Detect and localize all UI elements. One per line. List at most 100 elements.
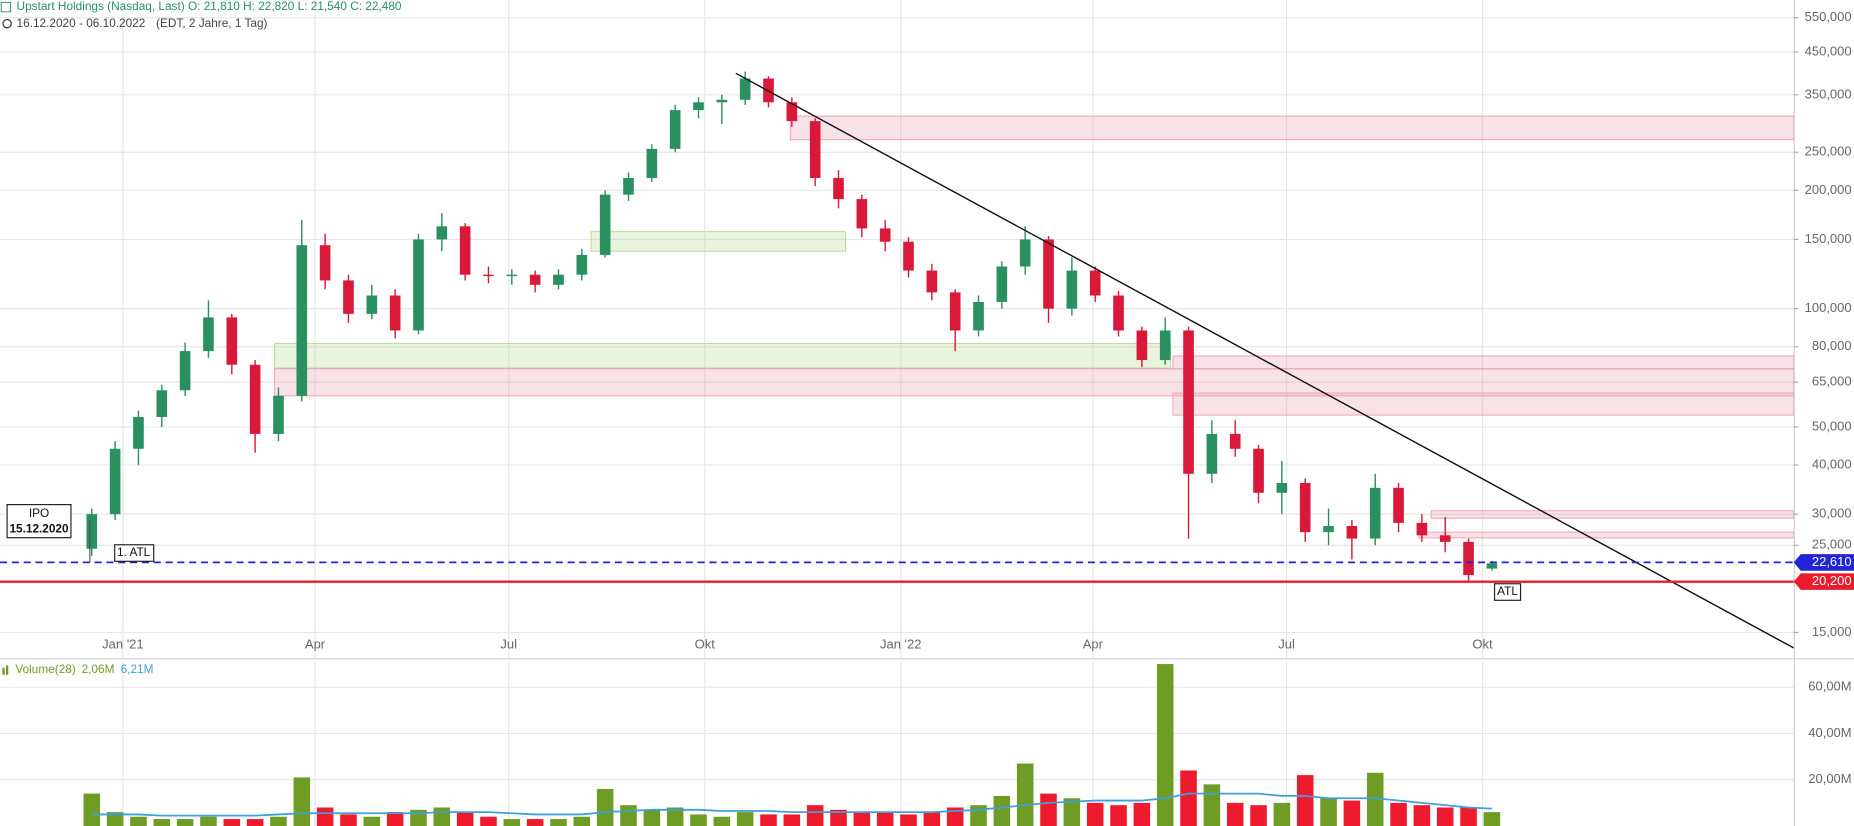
volume-bar	[946, 807, 964, 826]
volume-bar	[433, 807, 451, 826]
y-tick-label: 100,000	[1805, 300, 1852, 315]
y-tick-label: 80,000	[1812, 338, 1852, 353]
volume-bar	[666, 807, 684, 826]
zone	[1172, 355, 1795, 370]
candle-body	[996, 266, 1008, 302]
zone	[590, 231, 846, 252]
candle-body	[856, 199, 868, 229]
zone	[789, 115, 1795, 141]
x-tick-label: Apr	[1083, 637, 1104, 652]
candle-body	[366, 295, 378, 314]
candle-body	[109, 448, 121, 515]
x-tick-label: Jul	[500, 637, 517, 652]
zone	[274, 343, 1172, 369]
candle-body	[1439, 535, 1451, 542]
candle-body	[1416, 522, 1428, 536]
volume-bar	[1460, 807, 1477, 826]
volume-bar	[620, 805, 637, 826]
y-tick-label: 25,000	[1812, 537, 1852, 552]
ipo-label: IPO	[29, 506, 49, 520]
candle-body	[1393, 487, 1404, 523]
candle-body	[669, 110, 681, 149]
level-label: 22,610	[1812, 554, 1852, 569]
volume-bar	[1110, 805, 1127, 826]
volume-bar	[480, 816, 497, 826]
y-tick-label: 250,000	[1805, 144, 1852, 159]
y-tick-label: 30,000	[1812, 506, 1852, 521]
volume-bar	[526, 819, 544, 826]
candle-body	[716, 99, 728, 103]
trend-line	[735, 72, 1795, 649]
candle-body	[249, 364, 261, 434]
candle-body	[483, 274, 494, 277]
candle-body	[413, 239, 424, 331]
volume-bar	[783, 814, 801, 826]
volume-bar	[246, 819, 264, 826]
candle-body	[1043, 239, 1054, 309]
candle-body	[203, 317, 214, 352]
volume-bar	[1296, 775, 1314, 826]
candle-body	[529, 274, 541, 285]
candle-body	[1019, 239, 1031, 267]
candle-body	[86, 514, 98, 549]
marks	[0, 71, 1795, 826]
volume-icon	[5, 665, 9, 675]
candle-body	[623, 177, 634, 195]
volume-bar	[643, 809, 661, 826]
volume-label: Volume(28)	[15, 662, 75, 676]
volume-bar	[456, 812, 474, 826]
candle-body	[389, 295, 401, 331]
volume-bar	[1133, 802, 1151, 826]
volume-bar	[573, 816, 591, 826]
volume-bar	[596, 788, 614, 826]
volume-bar	[1273, 802, 1291, 826]
volume-bar	[503, 819, 521, 826]
candle-body	[1113, 295, 1124, 331]
volume-bar	[806, 805, 824, 826]
candle-body	[1276, 483, 1288, 493]
candle-body	[296, 245, 308, 396]
volume-bar	[1390, 802, 1407, 826]
candle-body	[833, 177, 844, 200]
volume-bar	[713, 816, 731, 826]
candle-body	[809, 121, 821, 178]
candle-body	[226, 317, 238, 365]
atl1-label: 1. ATL	[117, 545, 151, 559]
volume-bar	[993, 795, 1011, 826]
y-tick-label: 550,000	[1805, 9, 1852, 24]
candle-body	[903, 241, 914, 271]
volume-bar	[1250, 805, 1267, 826]
candle-body	[319, 245, 331, 281]
volume-bar	[1343, 800, 1361, 826]
y-tick-label: 65,000	[1812, 374, 1852, 389]
level-label: 20,200	[1812, 573, 1852, 588]
volume-bar	[736, 812, 754, 826]
x-tick-label: Apr	[305, 637, 326, 652]
volume-bar	[83, 793, 101, 826]
atl-label: ATL	[1497, 584, 1518, 598]
candle-body	[576, 254, 588, 275]
candle-body	[949, 292, 961, 331]
x-tick-label: Okt	[695, 637, 716, 652]
ipo-box	[6, 503, 72, 539]
chart-header: Upstart Holdings (Nasdaq, Last) O: 21,81…	[17, 0, 402, 13]
atl-box	[1493, 583, 1522, 601]
y-tick-label: 40,000	[1812, 456, 1852, 471]
volume-bar	[1040, 793, 1057, 826]
candle-body	[926, 270, 938, 293]
volume-bar	[1366, 772, 1384, 826]
volume-bar	[900, 814, 917, 826]
candle-body	[1066, 270, 1078, 309]
candle-body	[1229, 433, 1241, 449]
volume-bar	[1063, 798, 1081, 826]
volume-bar	[1156, 664, 1174, 826]
volume-bar	[270, 816, 287, 826]
volume-bar	[293, 777, 311, 826]
y-tick-label: 450,000	[1805, 43, 1852, 58]
candle-body	[739, 78, 751, 100]
x-tick-label: Jan '21	[102, 637, 144, 652]
candle-body	[179, 351, 191, 391]
volume-bar	[970, 805, 987, 826]
